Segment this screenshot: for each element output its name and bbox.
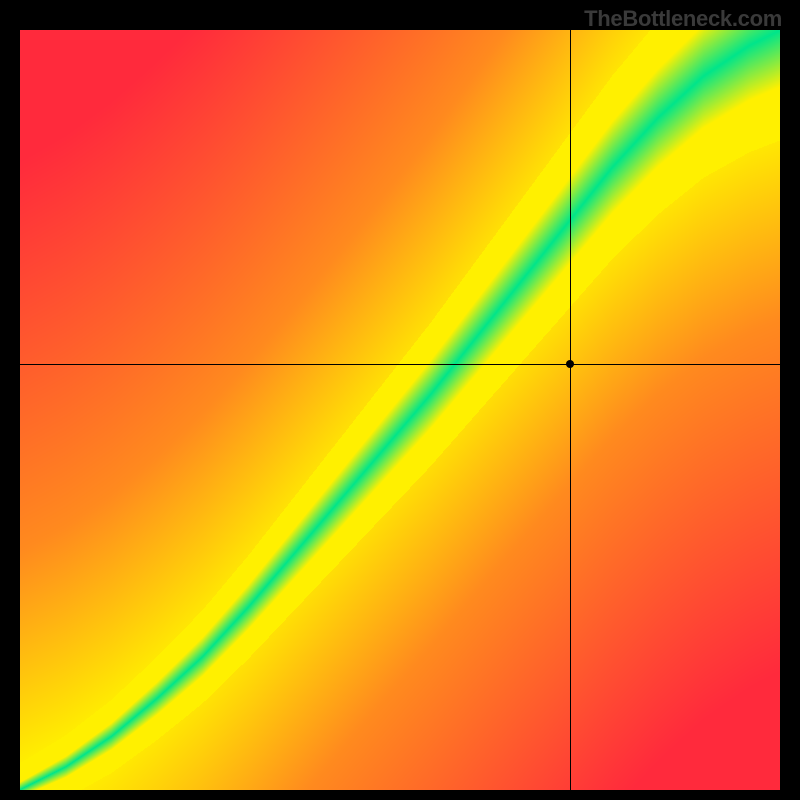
watermark-text: TheBottleneck.com — [584, 6, 782, 32]
plot-area — [20, 30, 780, 790]
crosshair-vertical — [570, 30, 571, 790]
chart-container: TheBottleneck.com — [0, 0, 800, 800]
crosshair-marker — [566, 360, 574, 368]
heatmap-canvas — [20, 30, 780, 790]
crosshair-horizontal — [20, 364, 780, 365]
